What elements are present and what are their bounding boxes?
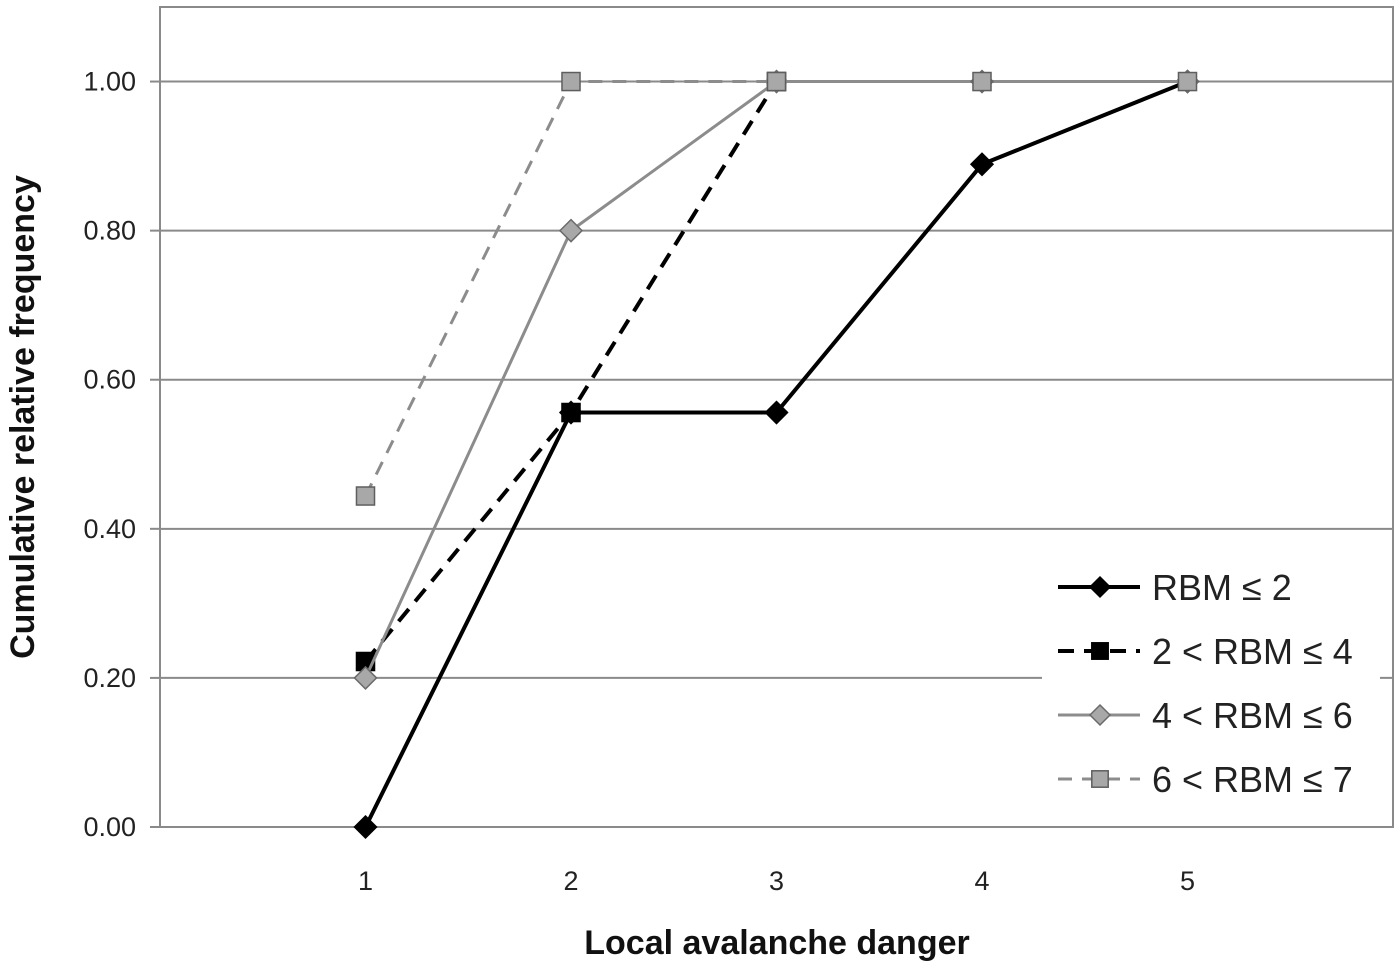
data-point [972, 71, 992, 92]
legend-label: 2 < RBM ≤ 4 [1152, 631, 1353, 672]
data-point [764, 400, 789, 425]
data-point [355, 486, 376, 506]
y-tick-label: 0.80 [83, 216, 136, 246]
x-tick-label: 4 [974, 866, 989, 896]
data-point [561, 71, 581, 92]
y-tick-label: 1.00 [83, 67, 136, 97]
legend-item-2: 2 < RBM ≤ 4 [1058, 631, 1353, 672]
y-tick-label: 0.20 [83, 663, 136, 693]
x-tick-label: 2 [563, 866, 578, 896]
y-tick-label: 0.00 [83, 812, 136, 842]
x-tick-labels: 1 2 3 4 5 [358, 866, 1195, 896]
data-point [766, 71, 787, 92]
series-line [364, 80, 1188, 497]
data-point [1177, 71, 1198, 92]
legend-swatch-marker [1091, 642, 1109, 660]
x-tick-label: 3 [769, 866, 784, 896]
legend-item-3: 4 < RBM ≤ 6 [1058, 695, 1353, 736]
legend-label: 6 < RBM ≤ 7 [1152, 759, 1353, 800]
data-point [558, 218, 584, 243]
y-axis-title: Cumulative relative frequency [4, 175, 42, 659]
x-axis-title: Local avalanche danger [584, 924, 970, 962]
series-lines [353, 69, 1200, 840]
legend-item-4: 6 < RBM ≤ 7 [1058, 759, 1353, 800]
data-point [353, 814, 378, 840]
x-tick-label: 1 [358, 866, 373, 896]
legend-swatch-marker [1088, 575, 1112, 599]
data-point [561, 402, 581, 423]
legend-label: RBM ≤ 2 [1152, 567, 1292, 608]
legend-label: 4 < RBM ≤ 6 [1152, 695, 1353, 736]
legend-item-1: RBM ≤ 2 [1058, 567, 1292, 608]
x-tick-label: 5 [1180, 866, 1195, 896]
legend-swatch-marker [1091, 770, 1109, 788]
y-tick-label: 0.60 [83, 365, 136, 395]
legend: RBM ≤ 2 2 < RBM ≤ 4 4 < RBM ≤ 6 6 < RBM ≤ 7 [1042, 552, 1380, 814]
y-tick-labels: 0.00 0.20 0.40 0.60 0.80 1.00 [83, 67, 136, 842]
legend-swatch-marker [1088, 703, 1112, 727]
series-4 [355, 71, 1198, 506]
data-point [969, 152, 995, 177]
y-tick-label: 0.40 [83, 514, 136, 544]
data-point [353, 665, 378, 690]
